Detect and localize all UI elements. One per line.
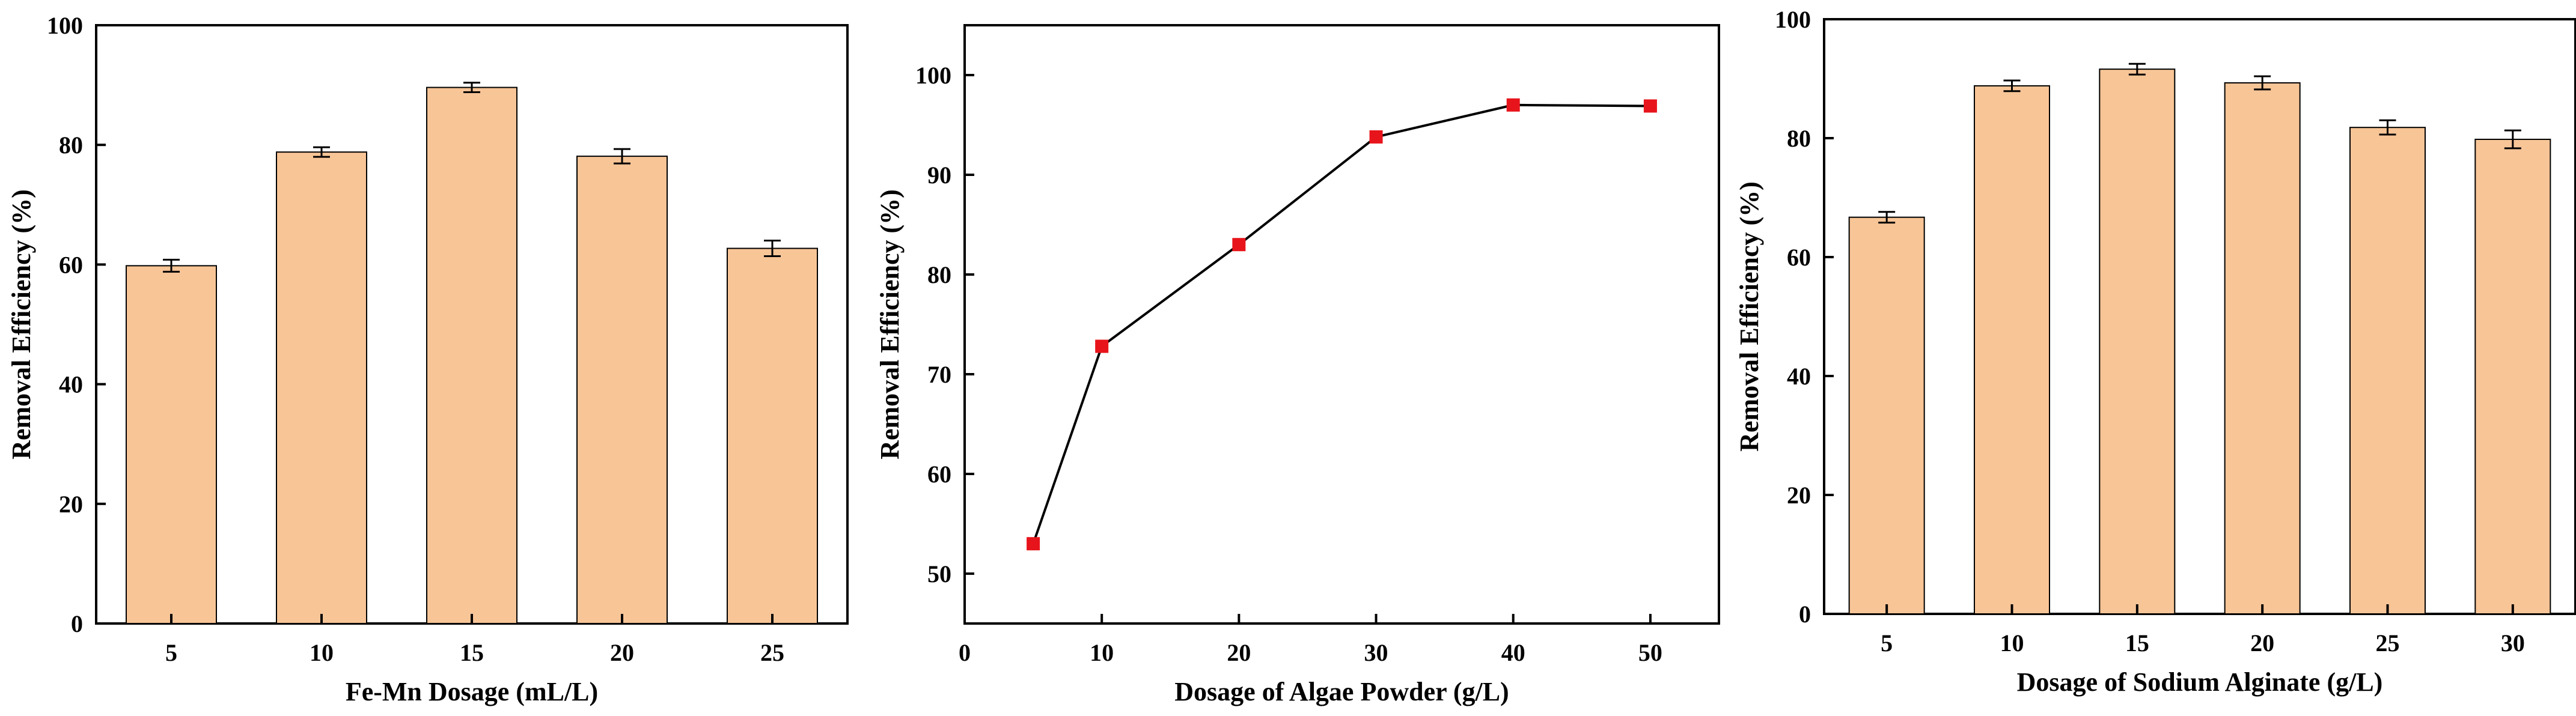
y-tick-label: 60 [1787, 244, 1811, 271]
plot-frame [963, 24, 1720, 625]
bar [576, 156, 668, 624]
x-axis-title: Fe-Mn Dosage (mL/L) [346, 677, 598, 706]
data-point-marker [1506, 98, 1520, 112]
y-tick-label: 20 [59, 491, 83, 518]
y-tick-label: 0 [1799, 601, 1811, 628]
data-point-marker [1095, 339, 1109, 353]
x-tick-label: 5 [165, 639, 177, 666]
error-bar [463, 82, 480, 94]
x-tick-label: 10 [2000, 630, 2024, 657]
x-tick-label: 15 [2125, 630, 2149, 657]
y-axis-title: Removal Efficiency (%) [875, 189, 905, 460]
data-point-marker [1027, 537, 1040, 551]
x-tick-label: 15 [460, 639, 484, 666]
y-tick-label: 80 [59, 132, 83, 159]
y-tick-label: 80 [1787, 125, 1811, 152]
bar [1974, 85, 2050, 614]
x-tick-label: 30 [1364, 639, 1388, 666]
x-tick-label: 0 [959, 639, 971, 666]
x-tick-label: 20 [2250, 630, 2274, 657]
plot-frame [1823, 18, 2576, 615]
y-tick-label: 60 [59, 251, 83, 278]
x-tick-label: 5 [1881, 630, 1893, 657]
bar [2349, 127, 2426, 614]
x-tick-label: 25 [2376, 630, 2400, 657]
y-tick-label: 100 [47, 12, 83, 39]
y-tick-label: 90 [927, 162, 951, 189]
x-tick-label: 40 [1501, 639, 1525, 666]
error-bar [313, 146, 330, 158]
error-bar [614, 148, 630, 165]
bar [2099, 68, 2176, 615]
error-bar [2254, 75, 2271, 91]
y-tick-label: 60 [927, 461, 951, 488]
y-tick-label: 80 [927, 261, 951, 288]
bar [2474, 138, 2551, 615]
y-tick-label: 40 [1787, 363, 1811, 390]
bar [1848, 216, 1925, 615]
error-bar [163, 258, 180, 273]
sodium-alginate-bar-chart: 0 20 40 60 80 100 Removal Efficiency (%) Dosage… [1735, 6, 2576, 697]
y-tick-label: 20 [1787, 482, 1811, 509]
x-axis-title: Dosage of Algae Powder (g/L) [1174, 677, 1509, 706]
error-bar [2003, 79, 2021, 93]
fe-mn-dosage-bar-chart: 0 20 40 60 80 100 Removal Efficiency (%) Fe-Mn … [7, 12, 849, 706]
y-tick-label: 0 [71, 610, 83, 637]
bar [426, 86, 517, 625]
y-tick-label: 50 [927, 560, 951, 587]
error-bar [764, 240, 781, 257]
y-tick-label: 100 [1775, 6, 1811, 33]
error-bar [2379, 119, 2396, 136]
error-bar [2128, 62, 2146, 76]
error-bar [2504, 129, 2521, 150]
bar [276, 151, 367, 625]
data-point-marker [1232, 238, 1246, 252]
y-tick-label: 100 [915, 62, 951, 89]
x-tick-label: 50 [1638, 639, 1662, 666]
bar [2224, 82, 2301, 614]
x-tick-label: 10 [1090, 639, 1114, 666]
x-tick-label: 20 [1227, 639, 1251, 666]
y-axis-title: Removal Efficiency (%) [7, 189, 36, 460]
series-line [1032, 103, 1650, 544]
data-point-marker [1643, 99, 1657, 113]
y-tick-label: 40 [59, 371, 83, 398]
x-tick-label: 25 [760, 639, 784, 666]
x-tick-label: 20 [610, 639, 634, 666]
x-tick-label: 10 [310, 639, 334, 666]
data-point-marker [1369, 130, 1383, 144]
x-axis-title: Dosage of Sodium Alginate (g/L) [2017, 667, 2383, 697]
y-axis-title: Removal Efficiency (%) [1735, 181, 1764, 452]
error-bar [1878, 211, 1896, 224]
y-tick-label: 70 [927, 361, 951, 388]
bar [727, 247, 818, 624]
bar [126, 265, 217, 624]
x-tick-label: 30 [2501, 630, 2525, 657]
